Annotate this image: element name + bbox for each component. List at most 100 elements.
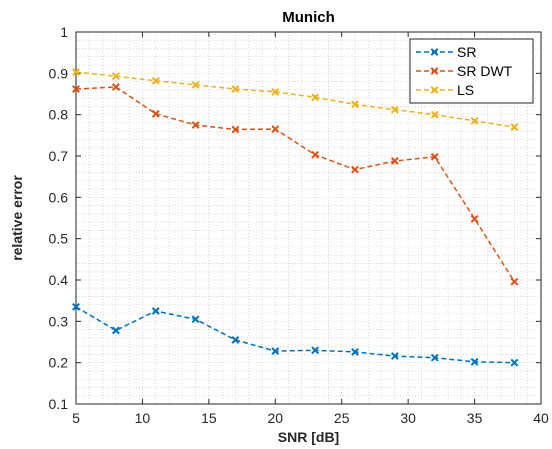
- marker-stroke: [111, 72, 120, 81]
- marker-stroke: [191, 121, 200, 129]
- legend-item-ls: LS: [416, 82, 474, 98]
- data-point-sr-dwt: [470, 214, 479, 223]
- data-point-sr-dwt: [351, 165, 359, 174]
- marker-stroke: [191, 80, 200, 89]
- data-point-sr: [72, 302, 80, 311]
- data-point-sr: [351, 348, 359, 356]
- marker-stroke: [510, 123, 519, 131]
- data-point-ls: [430, 110, 439, 119]
- legend-label: SR DWT: [457, 63, 513, 79]
- data-point-sr-dwt: [430, 152, 439, 161]
- series-line-sr-dwt: [75, 86, 516, 283]
- y-tick-label: 0.4: [49, 272, 69, 288]
- data-point-ls: [390, 105, 399, 114]
- legend-box: [409, 38, 534, 104]
- marker-stroke: [231, 85, 240, 93]
- marker-stroke: [151, 76, 160, 85]
- x-tick-label: 35: [467, 410, 483, 426]
- y-tick-label: 0.3: [49, 313, 69, 329]
- x-tick-label: 10: [135, 410, 151, 426]
- legend-label: SR: [457, 44, 476, 60]
- chart-title: Munich: [282, 9, 335, 26]
- data-point-ls: [510, 123, 519, 131]
- data-point-sr-dwt: [72, 85, 80, 93]
- x-tick-label: 30: [400, 410, 416, 426]
- plot-area: [75, 31, 542, 405]
- marker-stroke: [390, 157, 399, 165]
- axis-ticks: 5 10 15 20 25 30 35 40 0.1 0.2 0.3 0.4 0.5 0.6 0.7 0.8 0…: [49, 24, 549, 426]
- marker-stroke: [430, 48, 439, 56]
- marker-stroke: [351, 100, 359, 109]
- marker-stroke: [231, 125, 240, 134]
- legend-marker: [430, 48, 439, 56]
- marker-stroke: [151, 307, 160, 315]
- data-point-ls: [271, 88, 280, 96]
- marker-stroke: [430, 353, 439, 362]
- data-point-sr: [510, 358, 519, 367]
- data-point-ls: [351, 100, 359, 109]
- marker-stroke: [430, 110, 439, 119]
- marker-stroke: [351, 165, 359, 174]
- data-point-sr-dwt: [151, 109, 160, 118]
- y-tick-label: 0.1: [49, 396, 69, 412]
- data-point-sr-dwt: [231, 125, 240, 134]
- data-point-ls: [311, 93, 320, 102]
- marker-stroke: [430, 152, 439, 161]
- x-axis-title: SNR [dB]: [278, 429, 339, 445]
- y-tick-label: 0.5: [49, 231, 69, 247]
- marker-stroke: [111, 83, 120, 91]
- marker-stroke: [271, 125, 280, 134]
- y-tick-label: 0.7: [49, 148, 69, 164]
- marker-stroke: [111, 326, 120, 335]
- x-tick-label: 25: [334, 410, 350, 426]
- marker-stroke: [271, 88, 280, 96]
- marker-stroke: [72, 85, 80, 93]
- data-point-ls: [470, 116, 479, 125]
- marker-stroke: [390, 105, 399, 114]
- data-point-sr-dwt: [191, 121, 200, 129]
- data-point-sr: [311, 346, 320, 355]
- x-tick-label: 15: [201, 410, 217, 426]
- data-point-sr-dwt: [271, 125, 280, 134]
- series-sr: [72, 302, 519, 367]
- legend: SR SR DWT LS: [409, 38, 534, 104]
- x-tick-label: 5: [72, 410, 80, 426]
- marker-stroke: [510, 277, 519, 286]
- marker-stroke: [311, 150, 320, 159]
- marker-stroke: [72, 68, 80, 77]
- x-tick-label: 20: [267, 410, 283, 426]
- data-point-sr-dwt: [111, 83, 120, 91]
- marker-stroke: [510, 358, 519, 367]
- x-tick-label: 40: [533, 410, 549, 426]
- data-point-sr: [430, 353, 439, 362]
- marker-stroke: [390, 352, 399, 360]
- data-point-ls: [151, 76, 160, 85]
- data-point-sr: [191, 315, 200, 324]
- data-point-sr-dwt: [390, 157, 399, 165]
- marker-stroke: [271, 347, 280, 356]
- marker-stroke: [470, 214, 479, 223]
- marker-stroke: [470, 357, 479, 366]
- series-sr-dwt: [72, 83, 519, 286]
- data-point-sr-dwt: [510, 277, 519, 286]
- data-point-sr: [470, 357, 479, 366]
- legend-item-sr: SR: [416, 44, 476, 60]
- marker-stroke: [72, 302, 80, 311]
- data-point-ls: [231, 85, 240, 93]
- marker-stroke: [470, 116, 479, 125]
- data-point-sr: [151, 307, 160, 315]
- y-tick-label: 0.8: [49, 107, 69, 123]
- marker-stroke: [311, 346, 320, 355]
- grid: [76, 32, 541, 404]
- y-tick-label: 0.2: [49, 355, 69, 371]
- legend-marker: [430, 86, 439, 94]
- data-point-sr-dwt: [311, 150, 320, 159]
- data-point-ls: [72, 68, 80, 77]
- data-point-sr: [111, 326, 120, 335]
- data-point-sr: [271, 347, 280, 356]
- marker-stroke: [311, 93, 320, 102]
- legend-label: LS: [457, 82, 474, 98]
- marker-stroke: [191, 315, 200, 324]
- data-point-ls: [111, 72, 120, 81]
